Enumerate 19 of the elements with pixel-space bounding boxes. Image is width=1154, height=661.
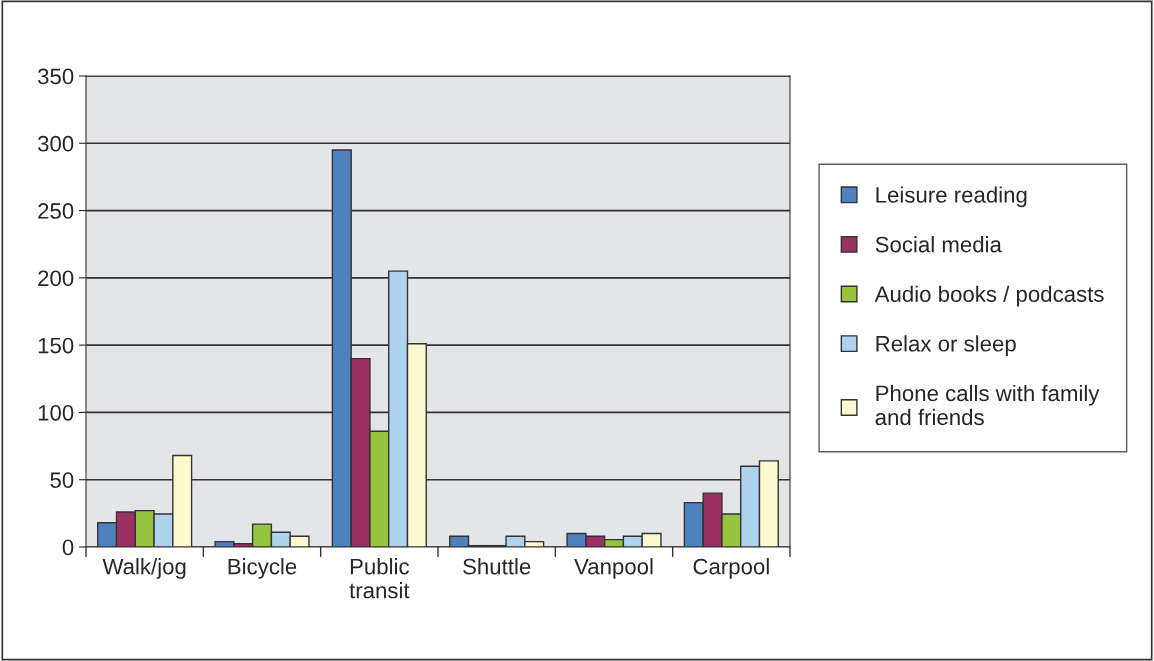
legend-label: Relax or sleep [876,335,1016,356]
legend-label: Leisure reading [876,186,1027,208]
x-tick-label: Bicycle [228,558,297,579]
legend-label: Social media [875,236,1002,253]
legend-label: Audio books / podcasts [874,285,1104,307]
y-tick-label: 50 [50,472,74,488]
y-tick-label: 200 [38,270,74,287]
legend-label: Phone calls with family and friends [875,384,1100,426]
y-tick-label: 150 [38,337,74,354]
y-tick-label: 350 [37,68,74,85]
y-tick-label: 0 [62,539,74,556]
x-tick-label: Walk/jog [102,558,186,579]
x-tick-label: Vanpool [574,558,653,579]
x-tick-label: Public transit [349,558,410,599]
x-tick-label: Carpool [693,558,769,579]
x-tick-label: Shuttle [463,558,531,575]
y-tick-label: 100 [38,404,74,421]
y-tick-label: 300 [37,135,74,152]
y-tick-label: 250 [38,203,74,219]
